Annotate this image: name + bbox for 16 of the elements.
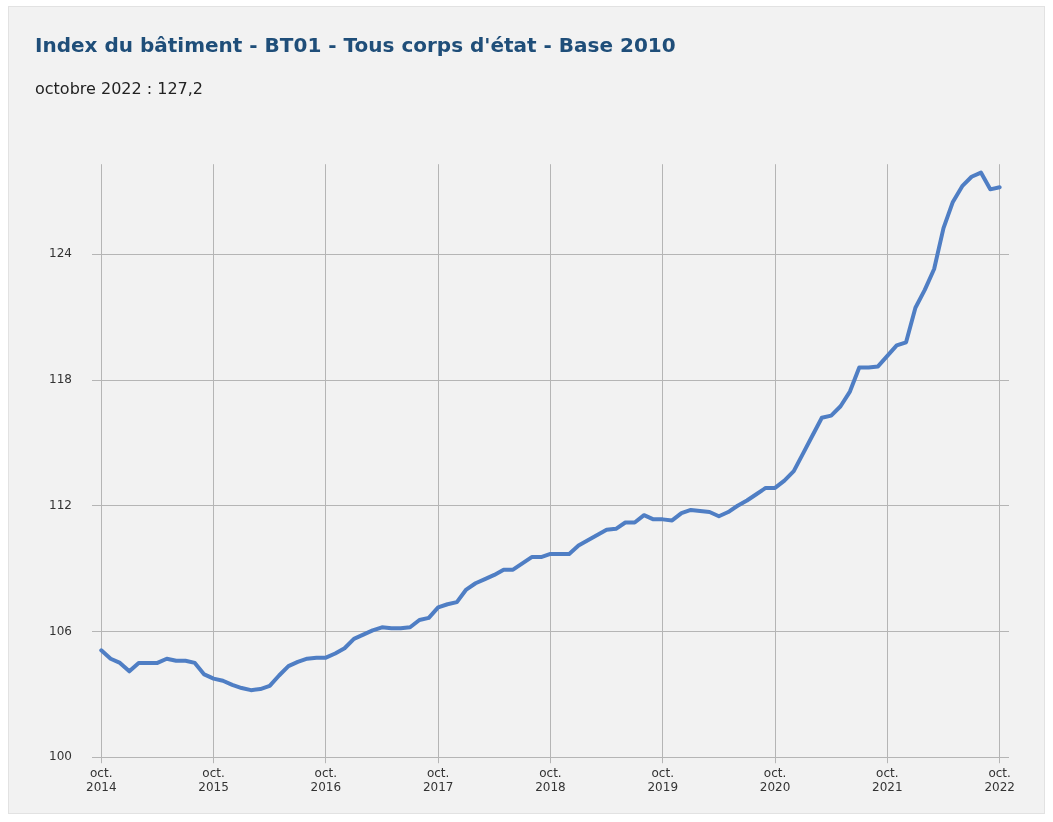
x-tick-label: oct. 2019 — [647, 765, 679, 794]
y-tick-label: 106 — [49, 623, 72, 638]
x-tick-label: oct. 2016 — [310, 765, 342, 794]
x-tick-label: oct. 2014 — [85, 765, 117, 794]
x-tick-label: oct. 2022 — [984, 765, 1015, 794]
x-tick-label: oct. 2020 — [759, 765, 791, 794]
y-tick-label: 118 — [49, 372, 72, 387]
x-tick-label: oct. 2018 — [535, 765, 566, 794]
x-tick-label: oct. 2015 — [198, 765, 229, 794]
y-tick-label: 100 — [49, 749, 72, 764]
chart-title: Index du bâtiment - BT01 - Tous corps d'état - Base 2010 — [35, 33, 676, 57]
chart-subtitle: octobre 2022 : 127,2 — [35, 79, 204, 98]
y-tick-label: 112 — [49, 497, 72, 512]
y-tick-label: 124 — [49, 246, 72, 261]
x-tick-label: oct. 2021 — [872, 765, 903, 794]
x-tick-label: oct. 2017 — [422, 765, 454, 794]
